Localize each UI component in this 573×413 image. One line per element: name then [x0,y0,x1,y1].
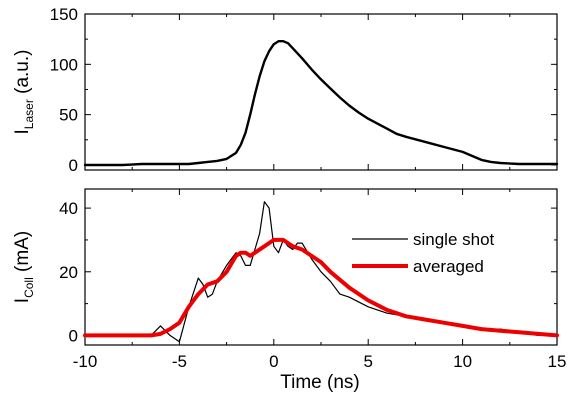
x-tick-label: 15 [548,352,567,371]
x-tick-label: -10 [73,352,98,371]
series-line-averaged [83,237,559,338]
y-tick-label: 0 [69,156,78,175]
plot-frame [84,13,558,171]
y-axis-title: ILaser (a.u.) [12,50,36,135]
x-tick-label: 0 [269,352,278,371]
y-axis-title-unit: (a.u.) [12,50,33,100]
series-line [83,40,559,167]
y-axis-title-main: I [12,129,33,134]
x-axis-title: Time (ns) [280,372,360,393]
laser-intensity-panel: 0 50 100 150 ILaser (a.u.) [12,5,559,175]
y-axis-title-subscript: Coll [22,277,36,298]
x-tick-label: -5 [172,352,187,371]
legend-label: single shot [413,230,495,249]
y-tick-label: 150 [50,5,78,24]
y-tick-label: 20 [59,263,78,282]
legend-label: averaged [413,257,484,276]
plot-frame [84,188,558,346]
y-tick-label: 50 [59,106,78,125]
y-axis-title: IColl (mA) [12,231,36,303]
x-tick-label: 5 [363,352,372,371]
y-axis-title-unit: (mA) [12,231,33,277]
y-tick-label: 100 [50,55,78,74]
y-axis-title-subscript: Laser [22,99,36,129]
y-axis-title-main: I [12,298,33,303]
series-line-single-shot [84,201,558,343]
x-tick-label: 10 [453,352,472,371]
y-tick-label: 40 [59,199,78,218]
y-tick-label: 0 [69,326,78,345]
collector-current-panel: -10 -5 0 5 10 15 0 20 40 IColl (mA) single shot ave… [12,188,567,371]
